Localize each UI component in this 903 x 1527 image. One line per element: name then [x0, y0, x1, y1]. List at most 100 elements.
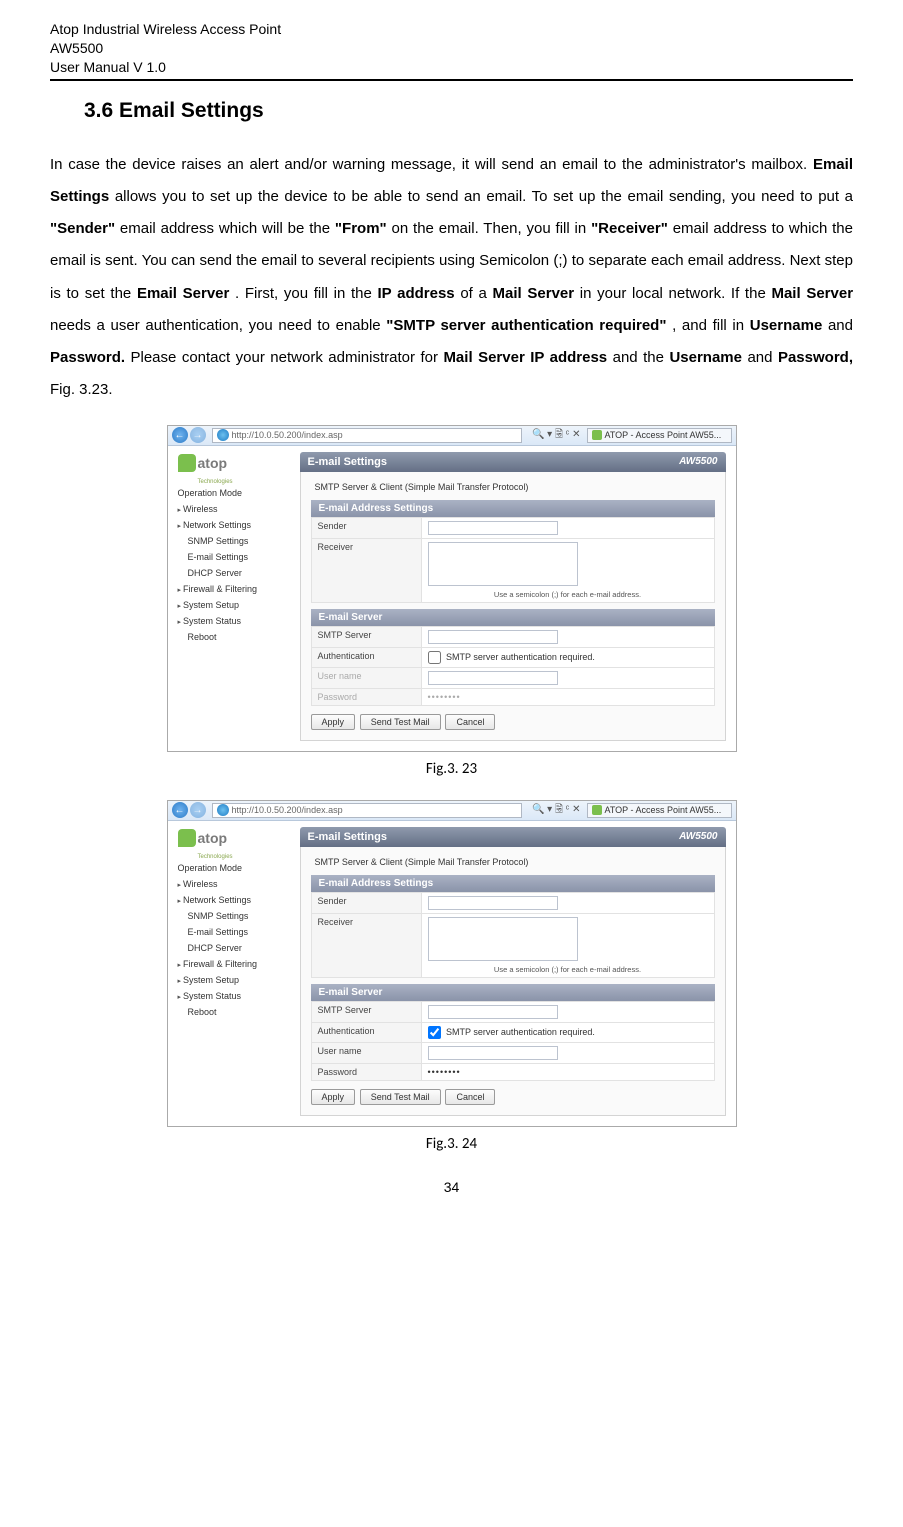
nav-item[interactable]: E-mail Settings [178, 924, 290, 940]
txt: and [747, 349, 778, 366]
header-line-3: User Manual V 1.0 [50, 58, 853, 77]
send-test-button[interactable]: Send Test Mail [360, 1089, 441, 1105]
logo-mark-icon [178, 454, 196, 472]
back-button[interactable]: ← [172, 802, 188, 818]
cancel-button[interactable]: Cancel [445, 714, 495, 730]
bold: Username [750, 317, 823, 334]
atop-logo: atop [178, 454, 290, 472]
subheader-server: E-mail Server [311, 984, 715, 1001]
panel-model: AW5500 [679, 456, 717, 468]
bold: Mail Server [493, 285, 575, 302]
main-panel: E-mail Settings AW5500 SMTP Server & Cli… [296, 446, 736, 751]
nav-item[interactable]: System Status [178, 988, 290, 1004]
txt: and the [613, 349, 670, 366]
search-icon[interactable]: 🔍 ▾ 🗟 ᶜ ✕ [532, 427, 581, 444]
forward-button[interactable]: → [190, 802, 206, 818]
sender-input[interactable] [428, 896, 558, 910]
auth-checkbox[interactable] [428, 1026, 441, 1039]
panel-model: AW5500 [679, 831, 717, 843]
nav-item[interactable]: Firewall & Filtering [178, 956, 290, 972]
nav-item[interactable]: System Status [178, 613, 290, 629]
auth-text: SMTP server authentication required. [446, 1027, 595, 1037]
favicon-icon [592, 430, 602, 440]
username-input [428, 671, 558, 685]
browser-titlebar: ← → http://10.0.50.200/index.asp 🔍 ▾ 🗟 ᶜ… [168, 801, 736, 821]
logo-text: atop [198, 455, 228, 471]
url-text: http://10.0.50.200/index.asp [232, 805, 343, 815]
nav-item[interactable]: System Setup [178, 597, 290, 613]
button-row: Apply Send Test Mail Cancel [311, 1089, 715, 1105]
browser-tab[interactable]: ATOP - Access Point AW55... [587, 428, 732, 443]
txt: In case the device raises an alert and/o… [50, 156, 813, 173]
label-password: Password [311, 1063, 421, 1080]
nav-list: Operation ModeWirelessNetwork SettingsSN… [178, 860, 290, 1020]
browser-tab[interactable]: ATOP - Access Point AW55... [587, 803, 732, 818]
subheader-address: E-mail Address Settings [311, 500, 715, 517]
nav-sidebar: atop Technologies Operation ModeWireless… [168, 446, 296, 751]
txt: Fig. 3.23. [50, 381, 113, 398]
logo-text: atop [198, 830, 228, 846]
txt: allows you to set up the device to be ab… [115, 188, 853, 205]
protocol-note: SMTP Server & Client (Simple Mail Transf… [315, 482, 715, 492]
forward-button[interactable]: → [190, 427, 206, 443]
txt: of a [460, 285, 492, 302]
cancel-button[interactable]: Cancel [445, 1089, 495, 1105]
receiver-textarea[interactable] [428, 917, 578, 961]
nav-item[interactable]: Network Settings [178, 517, 290, 533]
search-icon[interactable]: 🔍 ▾ 🗟 ᶜ ✕ [532, 802, 581, 819]
nav-item[interactable]: Reboot [178, 1004, 290, 1020]
panel-title-text: E-mail Settings [308, 456, 387, 468]
logo-mark-icon [178, 829, 196, 847]
receiver-textarea[interactable] [428, 542, 578, 586]
smtp-input[interactable] [428, 630, 558, 644]
panel-title: E-mail Settings AW5500 [300, 452, 726, 472]
favicon-icon [592, 805, 602, 815]
nav-item[interactable]: Firewall & Filtering [178, 581, 290, 597]
body-paragraph: In case the device raises an alert and/o… [50, 149, 853, 407]
browser-titlebar: ← → http://10.0.50.200/index.asp 🔍 ▾ 🗟 ᶜ… [168, 426, 736, 446]
apply-button[interactable]: Apply [311, 1089, 356, 1105]
apply-button[interactable]: Apply [311, 714, 356, 730]
bold: Password. [50, 349, 125, 366]
label-password: Password [311, 688, 421, 705]
nav-item[interactable]: DHCP Server [178, 565, 290, 581]
form-server: SMTP Server Authentication SMTP server a… [311, 1001, 715, 1081]
nav-sidebar: atop Technologies Operation ModeWireless… [168, 821, 296, 1126]
txt: Please contact your network administrato… [131, 349, 444, 366]
nav-item[interactable]: Wireless [178, 876, 290, 892]
tab-title: ATOP - Access Point AW55... [605, 430, 722, 440]
txt: and [828, 317, 853, 334]
bold: IP address [378, 285, 455, 302]
address-bar[interactable]: http://10.0.50.200/index.asp [212, 428, 522, 443]
nav-item[interactable]: System Setup [178, 972, 290, 988]
send-test-button[interactable]: Send Test Mail [360, 714, 441, 730]
tab-title: ATOP - Access Point AW55... [605, 805, 722, 815]
bold: "Receiver" [591, 220, 668, 237]
sender-input[interactable] [428, 521, 558, 535]
nav-item[interactable]: DHCP Server [178, 940, 290, 956]
txt: , and fill in [672, 317, 750, 334]
receiver-hint: Use a semicolon (;) for each e-mail addr… [428, 965, 708, 974]
panel-title: E-mail Settings AW5500 [300, 827, 726, 847]
password-value: •••••••• [421, 1063, 714, 1080]
nav-item[interactable]: Wireless [178, 501, 290, 517]
nav-item[interactable]: SNMP Settings [178, 908, 290, 924]
username-input[interactable] [428, 1046, 558, 1060]
nav-item[interactable]: Network Settings [178, 892, 290, 908]
nav-item[interactable]: Operation Mode [178, 485, 290, 501]
smtp-input[interactable] [428, 1005, 558, 1019]
back-button[interactable]: ← [172, 427, 188, 443]
auth-checkbox[interactable] [428, 651, 441, 664]
nav-item[interactable]: SNMP Settings [178, 533, 290, 549]
nav-item[interactable]: Reboot [178, 629, 290, 645]
nav-item[interactable]: Operation Mode [178, 860, 290, 876]
address-bar[interactable]: http://10.0.50.200/index.asp [212, 803, 522, 818]
txt: needs a user authentication, you need to… [50, 317, 386, 334]
form-server: SMTP Server Authentication SMTP server a… [311, 626, 715, 706]
figure-3-23: ← → http://10.0.50.200/index.asp 🔍 ▾ 🗟 ᶜ… [50, 425, 853, 752]
browser-window: ← → http://10.0.50.200/index.asp 🔍 ▾ 🗟 ᶜ… [167, 800, 737, 1127]
doc-header: Atop Industrial Wireless Access Point AW… [50, 20, 853, 81]
label-auth: Authentication [311, 647, 421, 667]
protocol-note: SMTP Server & Client (Simple Mail Transf… [315, 857, 715, 867]
nav-item[interactable]: E-mail Settings [178, 549, 290, 565]
